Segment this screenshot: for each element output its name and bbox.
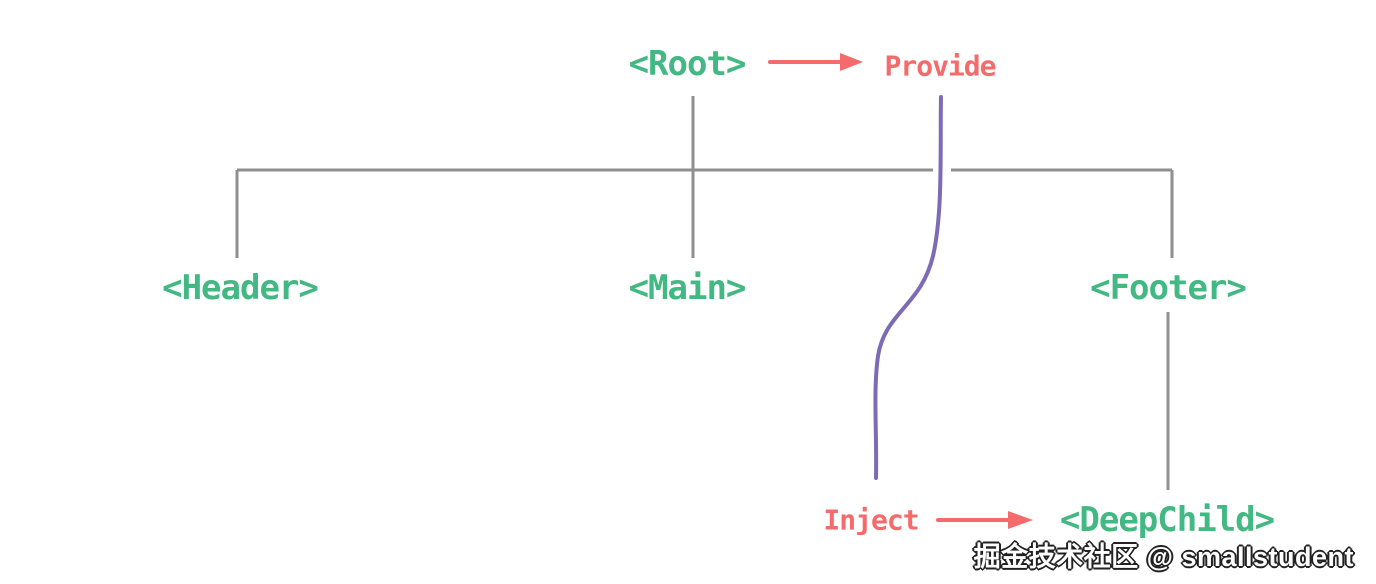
provide-to-inject-curve [873,95,943,480]
node-main: <Main> [628,268,747,308]
node-deepchild: <DeepChild> [1059,500,1275,540]
label-provide: Provide [884,49,996,83]
watermark-text: 掘金技术社区 @ smallstudent [973,542,1354,572]
arrow-root-to-provide-head [840,53,863,71]
node-footer: <Footer> [1090,268,1247,308]
arrow-inject-to-deepchild-head [1008,511,1033,529]
label-inject: Inject [823,503,919,537]
node-header: <Header> [162,268,319,308]
node-root: <Root> [628,44,747,84]
